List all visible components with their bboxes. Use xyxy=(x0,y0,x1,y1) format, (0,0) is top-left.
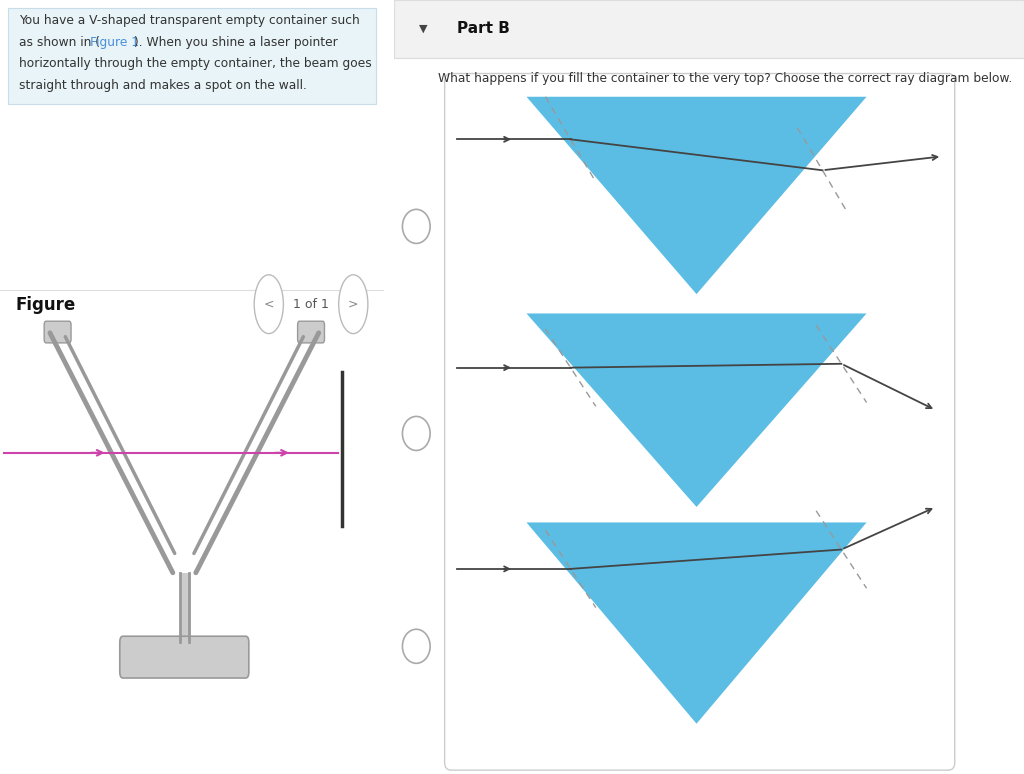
Circle shape xyxy=(402,416,430,450)
Text: ▼: ▼ xyxy=(420,24,428,33)
FancyBboxPatch shape xyxy=(44,321,71,343)
Text: ). When you shine a laser pointer: ). When you shine a laser pointer xyxy=(134,36,338,49)
Text: straight through and makes a spot on the wall.: straight through and makes a spot on the… xyxy=(19,79,307,92)
Polygon shape xyxy=(526,97,866,294)
FancyBboxPatch shape xyxy=(298,321,325,343)
FancyBboxPatch shape xyxy=(394,0,1024,58)
Text: <: < xyxy=(263,298,274,310)
Text: Figure: Figure xyxy=(15,296,76,314)
Text: 1 of 1: 1 of 1 xyxy=(293,298,329,310)
Text: horizontally through the empty container, the beam goes: horizontally through the empty container… xyxy=(19,57,372,70)
Polygon shape xyxy=(526,522,866,724)
FancyBboxPatch shape xyxy=(8,8,377,104)
Text: Figure 1: Figure 1 xyxy=(90,36,139,49)
Circle shape xyxy=(339,275,368,334)
Circle shape xyxy=(254,275,284,334)
Text: >: > xyxy=(348,298,358,310)
FancyBboxPatch shape xyxy=(120,636,249,678)
Text: as shown in (: as shown in ( xyxy=(19,36,100,49)
Text: What happens if you fill the container to the very top? Choose the correct ray d: What happens if you fill the container t… xyxy=(438,72,1013,85)
FancyBboxPatch shape xyxy=(179,573,189,642)
FancyBboxPatch shape xyxy=(444,74,954,770)
Polygon shape xyxy=(526,313,866,507)
Text: Part B: Part B xyxy=(457,21,510,36)
Circle shape xyxy=(402,629,430,663)
Circle shape xyxy=(402,209,430,243)
Text: You have a V-shaped transparent empty container such: You have a V-shaped transparent empty co… xyxy=(19,14,360,27)
